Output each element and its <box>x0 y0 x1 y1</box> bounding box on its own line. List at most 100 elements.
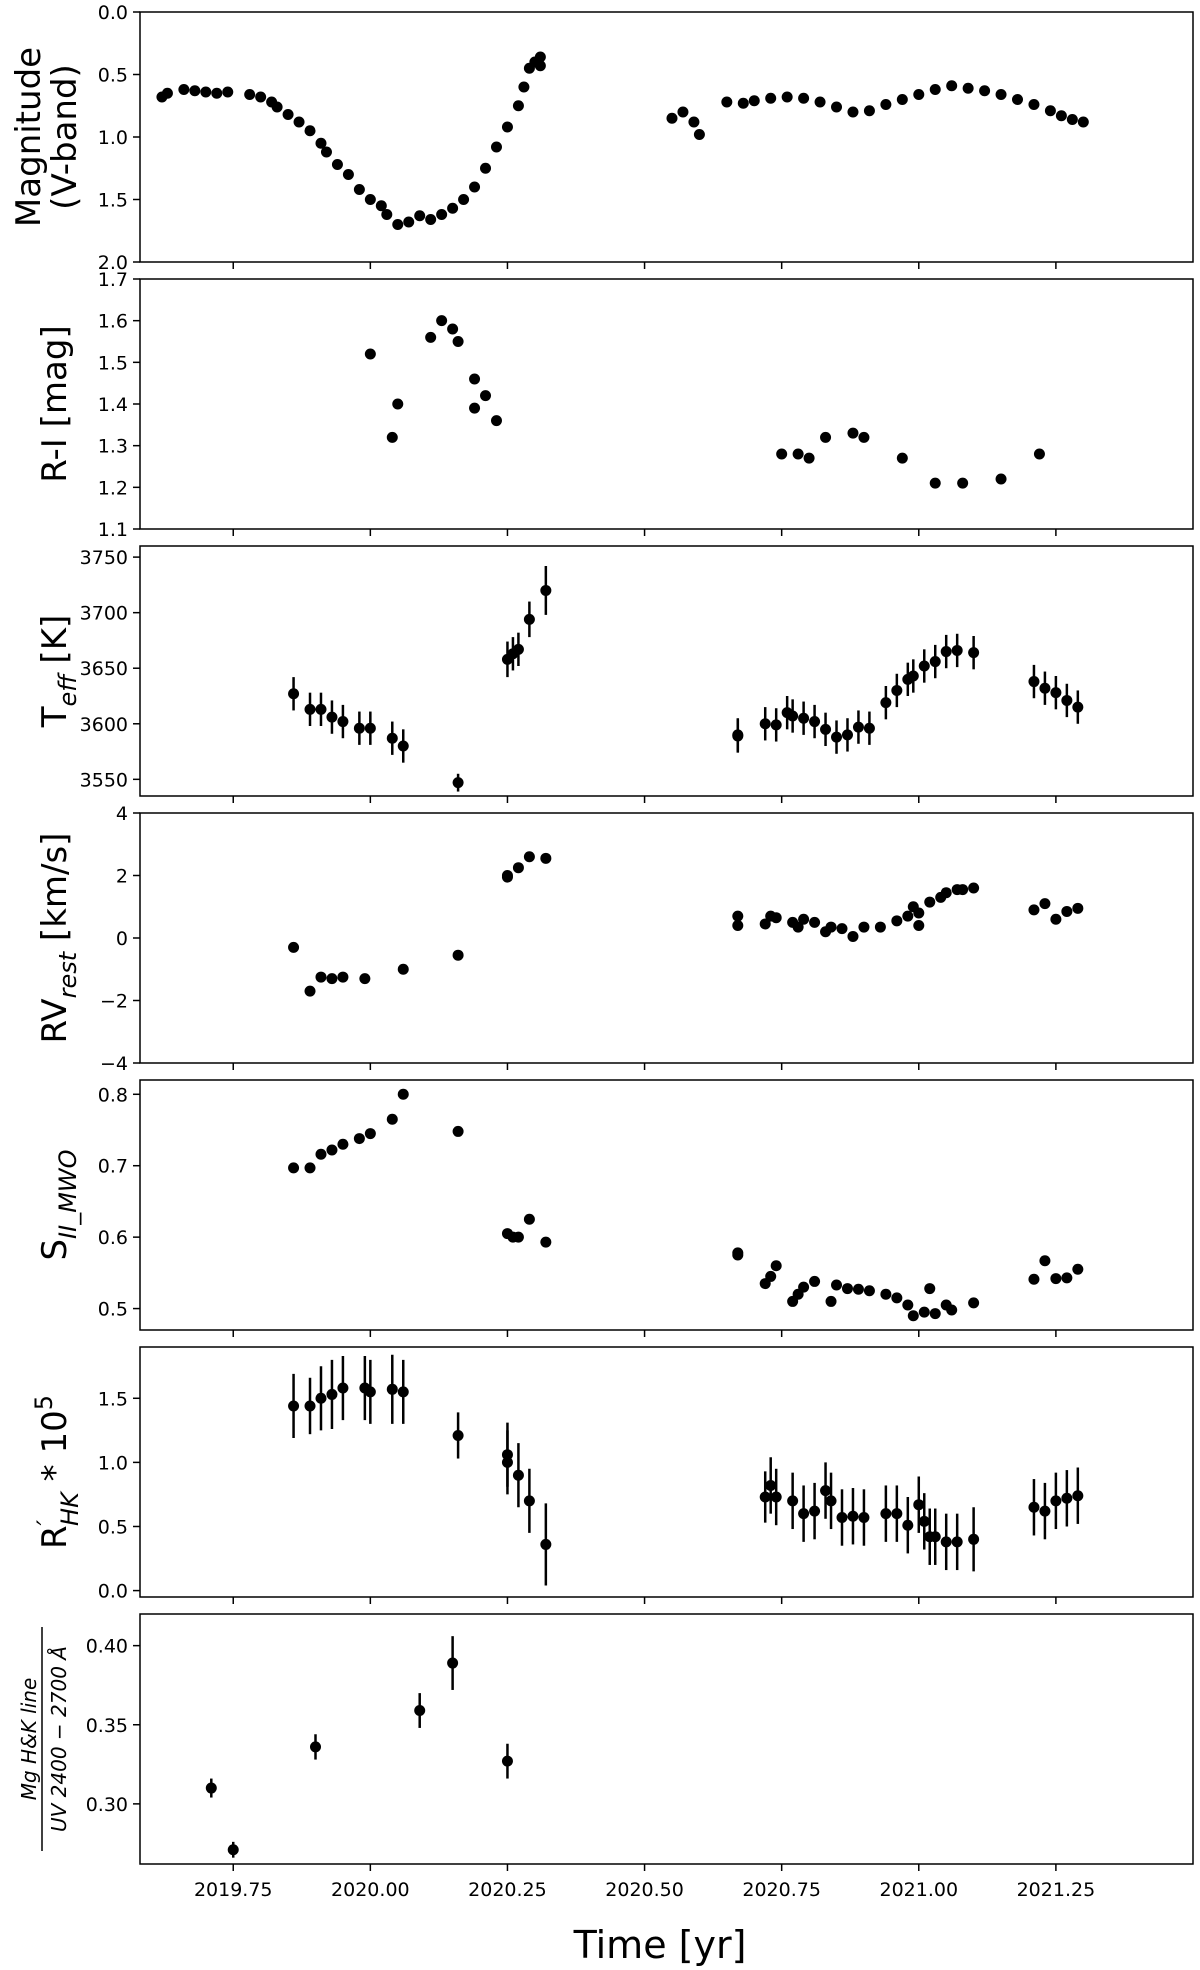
data-point <box>880 1288 892 1300</box>
x-axis-label: Time [yr] <box>573 1923 747 1967</box>
data-series <box>288 851 1084 997</box>
panels-group: 0.00.51.01.52.0Magnitude(V-band)1.11.21.… <box>9 2 1194 1901</box>
data-point <box>304 1162 316 1174</box>
data-point <box>331 159 343 170</box>
plot-frame <box>139 1613 1194 1865</box>
data-point <box>337 716 349 728</box>
data-point <box>841 1283 853 1295</box>
y-tick-label: 0.6 <box>98 1227 128 1249</box>
y-tick-label: 3700 <box>80 603 128 625</box>
data-point <box>452 949 464 961</box>
data-point <box>809 716 821 728</box>
data-point <box>896 94 908 105</box>
data-point <box>732 729 744 741</box>
data-point <box>968 882 980 894</box>
data-point <box>425 331 437 343</box>
y-axis-label: R′HK * 105 <box>30 1395 84 1549</box>
data-point <box>1050 1495 1062 1507</box>
data-point <box>792 921 804 933</box>
data-point <box>359 973 371 985</box>
data-series <box>288 566 1084 792</box>
data-point <box>534 60 546 72</box>
data-point <box>831 731 843 743</box>
data-point <box>918 1515 930 1527</box>
panel-4: −4 −2 0 2 4 RVrest [km/s] <box>35 803 1194 1075</box>
data-point <box>304 985 316 997</box>
data-point <box>337 971 349 983</box>
data-point <box>781 91 793 103</box>
x-tick-label: 2021.25 <box>1017 1879 1096 1901</box>
data-point <box>397 963 409 975</box>
data-point <box>1050 1273 1062 1285</box>
plot-frame <box>139 812 1194 1064</box>
data-point <box>820 1485 832 1497</box>
data-point <box>375 200 387 212</box>
data-point <box>732 1249 744 1261</box>
data-point <box>304 1400 316 1412</box>
y-tick-label: 0.5 <box>98 1516 128 1538</box>
data-point <box>386 1113 398 1125</box>
data-point <box>315 137 327 149</box>
data-point <box>469 402 481 414</box>
data-point <box>666 112 678 124</box>
data-point <box>831 1279 843 1291</box>
data-point <box>863 722 875 734</box>
data-point <box>677 106 689 118</box>
x-tick-label: 2020.25 <box>468 1879 547 1901</box>
data-point <box>1028 1501 1040 1513</box>
data-point <box>929 1531 941 1543</box>
data-point <box>512 1231 524 1243</box>
x-tick-label: 2020.50 <box>605 1879 684 1901</box>
plot-frame <box>139 1346 1194 1598</box>
data-point <box>540 852 552 864</box>
y-tick-label: 0.7 <box>98 1156 128 1178</box>
data-point <box>315 971 327 983</box>
data-point <box>825 1495 837 1507</box>
data-point <box>759 718 771 730</box>
data-point <box>288 941 300 953</box>
data-point <box>353 1133 365 1145</box>
data-point <box>1012 94 1023 105</box>
data-point <box>271 101 283 113</box>
data-point <box>907 670 919 682</box>
data-point <box>469 373 481 385</box>
data-point <box>924 896 936 908</box>
data-point <box>940 646 952 658</box>
data-point <box>161 87 173 99</box>
data-point <box>847 106 859 118</box>
data-point <box>320 146 332 158</box>
data-point <box>968 647 980 659</box>
y-tick-label: 0.30 <box>86 1794 128 1816</box>
data-point <box>825 921 837 933</box>
data-point <box>929 1308 941 1320</box>
data-point <box>288 688 300 700</box>
data-point <box>841 729 853 741</box>
data-point <box>523 851 535 863</box>
y-tick-label: 1.7 <box>98 269 128 291</box>
data-point <box>880 99 892 110</box>
data-point <box>902 1299 914 1311</box>
data-point <box>386 1383 398 1395</box>
data-point <box>787 1495 799 1507</box>
data-point <box>337 1382 349 1394</box>
x-tick-label: 2021.00 <box>879 1879 958 1901</box>
y-axis-label-denominator: UV 2400 − 2700 Å <box>47 1646 71 1832</box>
data-point <box>452 777 464 789</box>
data-point <box>447 323 459 335</box>
y-tick-label: 0.0 <box>98 1581 128 1603</box>
data-point <box>326 711 338 723</box>
data-point <box>957 477 969 489</box>
data-point <box>178 84 190 95</box>
x-tick-label: 2019.75 <box>194 1879 273 1901</box>
y-axis-label: R-I [mag] <box>35 325 75 482</box>
data-point <box>425 214 437 225</box>
data-point <box>189 85 201 97</box>
data-point <box>1039 898 1051 910</box>
data-point <box>902 1519 914 1531</box>
data-series <box>364 315 1045 489</box>
data-point <box>759 918 771 930</box>
data-point <box>364 722 376 734</box>
y-tick-label: 0 <box>116 928 128 950</box>
y-tick-label: 1.5 <box>98 1388 128 1410</box>
data-point <box>469 181 481 193</box>
